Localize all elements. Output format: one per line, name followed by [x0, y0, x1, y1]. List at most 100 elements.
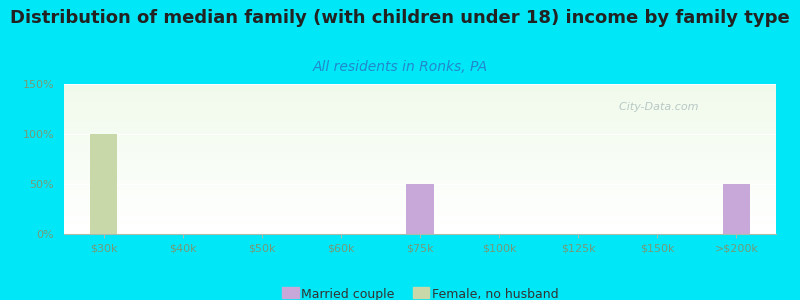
Bar: [64, 97, 776, 98]
Text: Distribution of median family (with children under 18) income by family type: Distribution of median family (with chil…: [10, 9, 790, 27]
Bar: [64, 87, 776, 88]
Bar: [64, 181, 776, 182]
Bar: [64, 146, 776, 147]
Bar: [64, 93, 776, 94]
Bar: [64, 157, 776, 158]
Bar: [64, 101, 776, 102]
Bar: [64, 148, 776, 149]
Bar: [64, 135, 776, 136]
Bar: [64, 165, 776, 166]
Bar: [64, 227, 776, 228]
Bar: [64, 172, 776, 173]
Bar: [64, 113, 776, 114]
Bar: [64, 164, 776, 165]
Bar: [64, 96, 776, 97]
Bar: [64, 143, 776, 144]
Bar: [64, 102, 776, 103]
Bar: [64, 118, 776, 119]
Bar: [64, 195, 776, 196]
Bar: [64, 130, 776, 131]
Bar: [64, 222, 776, 223]
Bar: [64, 170, 776, 171]
Bar: [64, 156, 776, 157]
Bar: [722, 184, 750, 234]
Bar: [64, 94, 776, 95]
Bar: [64, 231, 776, 232]
Bar: [64, 103, 776, 104]
Bar: [64, 200, 776, 201]
Bar: [64, 210, 776, 211]
Bar: [64, 178, 776, 179]
Bar: [64, 192, 776, 193]
Bar: [64, 211, 776, 212]
Bar: [64, 84, 776, 85]
Bar: [64, 134, 776, 135]
Bar: [64, 183, 776, 184]
Bar: [64, 202, 776, 203]
Bar: [64, 203, 776, 204]
Bar: [64, 173, 776, 174]
Bar: [64, 138, 776, 139]
Bar: [64, 233, 776, 234]
Bar: [64, 199, 776, 200]
Bar: [64, 99, 776, 100]
Bar: [64, 185, 776, 186]
Bar: [64, 159, 776, 160]
Bar: [90, 134, 118, 234]
Bar: [64, 95, 776, 96]
Bar: [64, 144, 776, 145]
Bar: [64, 115, 776, 116]
Bar: [64, 206, 776, 207]
Bar: [64, 128, 776, 129]
Bar: [64, 109, 776, 110]
Bar: [64, 125, 776, 126]
Bar: [64, 198, 776, 199]
Bar: [64, 105, 776, 106]
Bar: [64, 104, 776, 105]
Bar: [64, 207, 776, 208]
Bar: [64, 124, 776, 125]
Bar: [64, 106, 776, 107]
Bar: [64, 108, 776, 109]
Bar: [64, 162, 776, 163]
Bar: [64, 177, 776, 178]
Bar: [64, 100, 776, 101]
Bar: [64, 117, 776, 118]
Bar: [64, 142, 776, 143]
Bar: [64, 116, 776, 117]
Bar: [64, 147, 776, 148]
Bar: [64, 137, 776, 138]
Bar: [64, 166, 776, 167]
Bar: [64, 152, 776, 153]
Bar: [64, 154, 776, 155]
Bar: [64, 216, 776, 217]
Bar: [64, 145, 776, 146]
Bar: [64, 127, 776, 128]
Bar: [64, 180, 776, 181]
Bar: [64, 121, 776, 122]
Bar: [64, 176, 776, 177]
Bar: [64, 114, 776, 115]
Bar: [64, 132, 776, 133]
Bar: [64, 209, 776, 210]
Bar: [64, 215, 776, 216]
Bar: [64, 184, 776, 185]
Bar: [64, 111, 776, 112]
Bar: [64, 217, 776, 218]
Bar: [64, 232, 776, 233]
Bar: [64, 153, 776, 154]
Bar: [64, 91, 776, 92]
Bar: [64, 140, 776, 141]
Bar: [64, 213, 776, 214]
Bar: [64, 229, 776, 230]
Legend: Married couple, Female, no husband: Married couple, Female, no husband: [277, 283, 563, 300]
Bar: [64, 174, 776, 175]
Bar: [64, 228, 776, 229]
Bar: [64, 150, 776, 151]
Bar: [64, 194, 776, 195]
Text: All residents in Ronks, PA: All residents in Ronks, PA: [313, 60, 487, 74]
Bar: [406, 184, 434, 234]
Bar: [64, 196, 776, 197]
Bar: [64, 218, 776, 219]
Bar: [64, 212, 776, 213]
